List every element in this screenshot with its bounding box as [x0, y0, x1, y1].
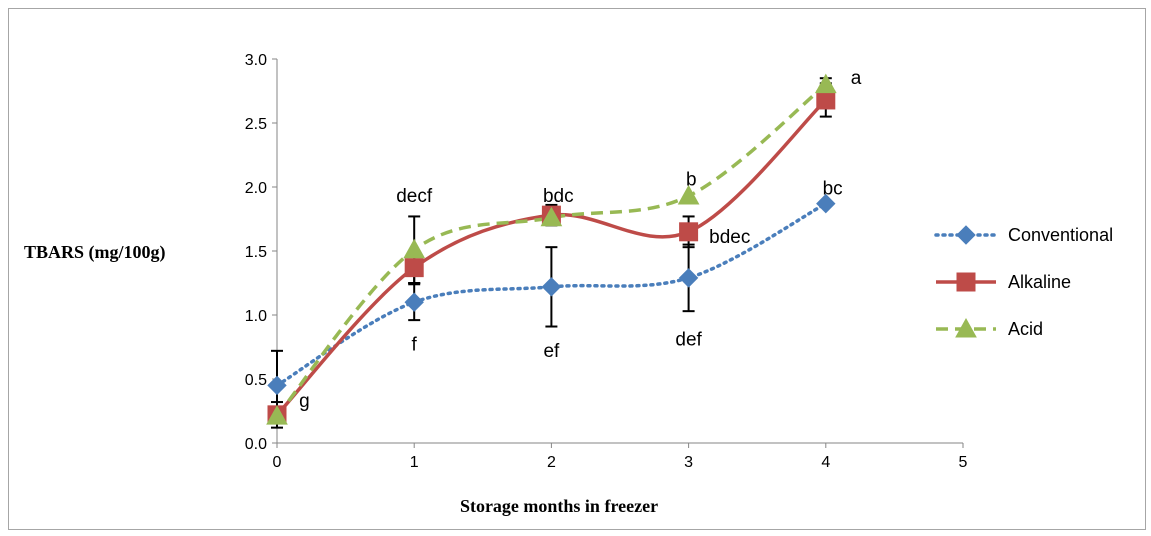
legend-acid-marker [955, 317, 977, 338]
x-tick-label: 3 [684, 454, 693, 471]
conventional-point [678, 268, 699, 288]
acid-point [403, 238, 426, 259]
alkaline-point [404, 258, 424, 278]
conventional-point [816, 193, 836, 214]
y-tick-label: 0.5 [245, 372, 267, 389]
legend-alkaline-marker [956, 272, 976, 292]
acid-point [677, 184, 700, 205]
significance-label: g [299, 391, 310, 412]
acid-point [266, 405, 288, 425]
significance-label: a [851, 68, 862, 89]
y-tick-label: 3.0 [245, 52, 267, 69]
y-tick-label: 2.0 [245, 180, 267, 197]
legend-conventional-marker [956, 225, 976, 245]
conventional-point [404, 292, 424, 312]
y-tick-label: 0.0 [245, 436, 267, 453]
significance-label: bdec [709, 227, 750, 248]
y-tick-label: 2.5 [245, 116, 267, 133]
significance-label: decf [396, 186, 433, 207]
y-tick-label: 1.0 [245, 308, 267, 325]
significance-label: bc [823, 178, 843, 199]
error-bars [271, 77, 832, 429]
annotations: g decf f bdc ef b bdec def bc a [299, 68, 862, 412]
x-axis-label: Storage months in freezer [460, 496, 658, 516]
x-tick-label: 2 [547, 454, 556, 471]
tbars-line-chart: 0.0 0.5 1.0 1.5 2.0 2.5 3.0 0 1 2 3 4 5 g decf f bdc ef b… [24, 52, 1113, 516]
acid-point [540, 206, 563, 227]
alkaline-point [816, 90, 836, 110]
legend-acid-label: Acid [1008, 319, 1043, 339]
significance-label: bdc [543, 186, 574, 207]
acid-point [814, 73, 837, 94]
y-axis-label: TBARS (mg/100g) [24, 242, 166, 263]
acid-series-line [275, 83, 827, 418]
x-tick-label: 0 [273, 454, 282, 471]
significance-label: def [675, 329, 702, 350]
x-tick-label: 1 [410, 454, 419, 471]
legend-conventional-label: Conventional [1008, 225, 1113, 245]
legend-alkaline-label: Alkaline [1008, 272, 1071, 292]
conventional-point [541, 277, 562, 297]
conventional-point [267, 375, 287, 396]
significance-label: b [686, 169, 697, 190]
chart-frame: 0.0 0.5 1.0 1.5 2.0 2.5 3.0 0 1 2 3 4 5 g decf f bdc ef b… [8, 8, 1146, 530]
legend: Conventional Alkaline Acid [934, 225, 1113, 339]
alkaline-point [679, 222, 699, 242]
x-tick-label: 4 [821, 454, 830, 471]
axes: 0.0 0.5 1.0 1.5 2.0 2.5 3.0 0 1 2 3 4 5 [245, 52, 968, 471]
series-markers [266, 73, 837, 425]
x-tick-label: 5 [959, 454, 968, 471]
significance-label: ef [543, 341, 560, 362]
y-tick-label: 1.5 [245, 244, 267, 261]
significance-label: f [412, 334, 418, 355]
